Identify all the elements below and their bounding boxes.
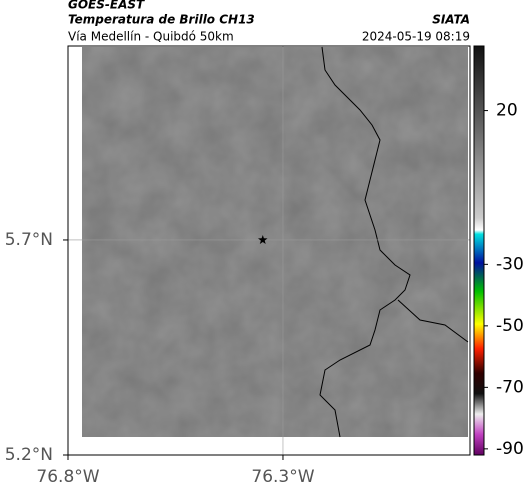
colorbar-label: -90 [496,439,524,459]
region: Vía Medellín - Quibdó 50km [68,30,234,44]
border-line [319,46,411,438]
colorbar [473,45,485,456]
location-marker [258,235,268,244]
datetime: 2024-05-19 08:19 [362,30,470,44]
image-texture [82,47,468,437]
plot-frame [67,45,471,456]
product: Temperatura de Brillo CH13 [68,13,255,27]
colorbar-label: 20 [496,101,518,121]
y-tick-label: 5.2°N [5,445,53,465]
colorbar-label: -70 [496,377,524,397]
colorbar-label: -30 [496,254,524,274]
x-tick-label: 76.3°W [251,467,314,487]
border-line [397,299,469,343]
source: GOES-EAST [68,0,145,12]
y-tick-label: 5.7°N [5,230,53,250]
org: SIATA [432,13,470,27]
colorbar-label: -50 [496,316,524,336]
x-tick-label: 76.8°W [36,467,99,487]
